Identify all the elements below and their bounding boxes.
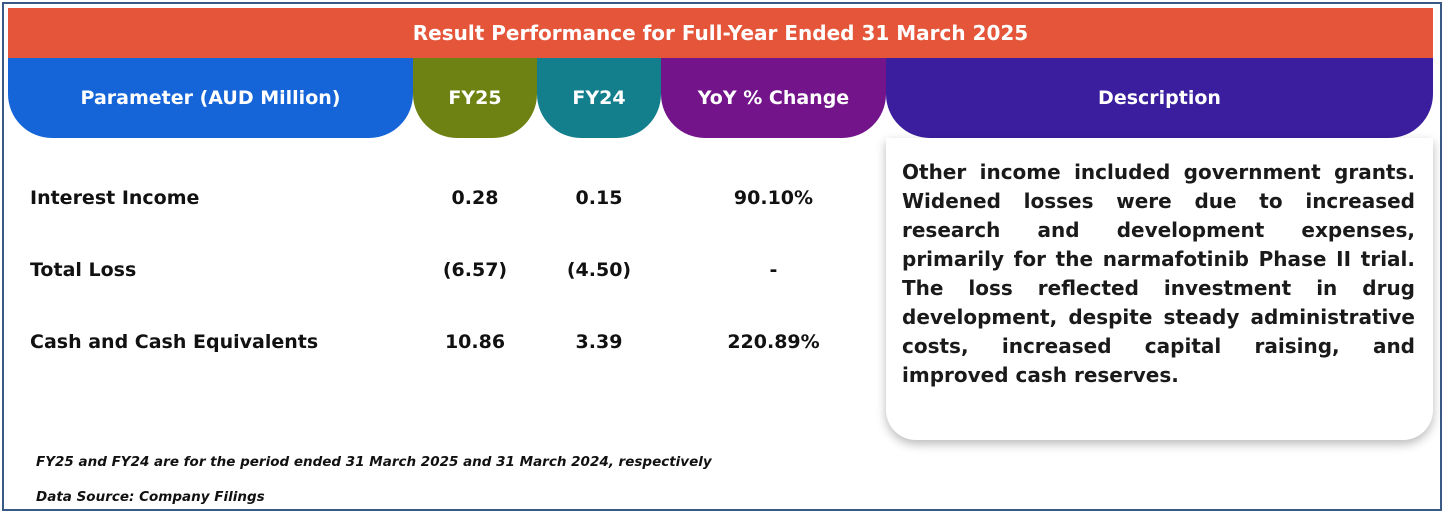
row-yoy-value: 90.10% bbox=[733, 187, 814, 209]
description-box: Other income included government grants.… bbox=[886, 138, 1433, 440]
table-row: Cash and Cash Equivalents 10.86 3.39 220… bbox=[0, 322, 886, 362]
data-source-footnote: Data Source: Company Filings bbox=[36, 489, 265, 505]
header-parameter: Parameter (AUD Million) bbox=[8, 58, 413, 138]
period-footnote: FY25 and FY24 are for the period ended 3… bbox=[36, 454, 712, 470]
row-parameter: Total Loss bbox=[30, 259, 137, 281]
table-row: Total Loss (6.57) (4.50) - bbox=[0, 250, 886, 290]
row-yoy-value: 220.89% bbox=[727, 331, 820, 353]
header-fy24: FY24 bbox=[537, 58, 661, 138]
row-fy24-value: 0.15 bbox=[575, 187, 623, 209]
row-fy24-value: (4.50) bbox=[566, 259, 632, 281]
row-fy25-value: 0.28 bbox=[451, 187, 499, 209]
row-parameter: Cash and Cash Equivalents bbox=[30, 331, 319, 353]
table-row: Interest Income 0.28 0.15 90.10% bbox=[0, 178, 886, 218]
header-yoy-change: YoY % Change bbox=[661, 58, 886, 138]
description-text: Other income included government grants.… bbox=[902, 160, 1415, 387]
row-parameter: Interest Income bbox=[30, 187, 200, 209]
row-fy25-value: 10.86 bbox=[444, 331, 506, 353]
header-fy25: FY25 bbox=[413, 58, 537, 138]
table-title: Result Performance for Full-Year Ended 3… bbox=[8, 8, 1433, 58]
row-fy25-value: (6.57) bbox=[442, 259, 508, 281]
header-description: Description bbox=[886, 58, 1433, 138]
row-yoy-value: - bbox=[769, 259, 778, 281]
row-fy24-value: 3.39 bbox=[575, 331, 623, 353]
